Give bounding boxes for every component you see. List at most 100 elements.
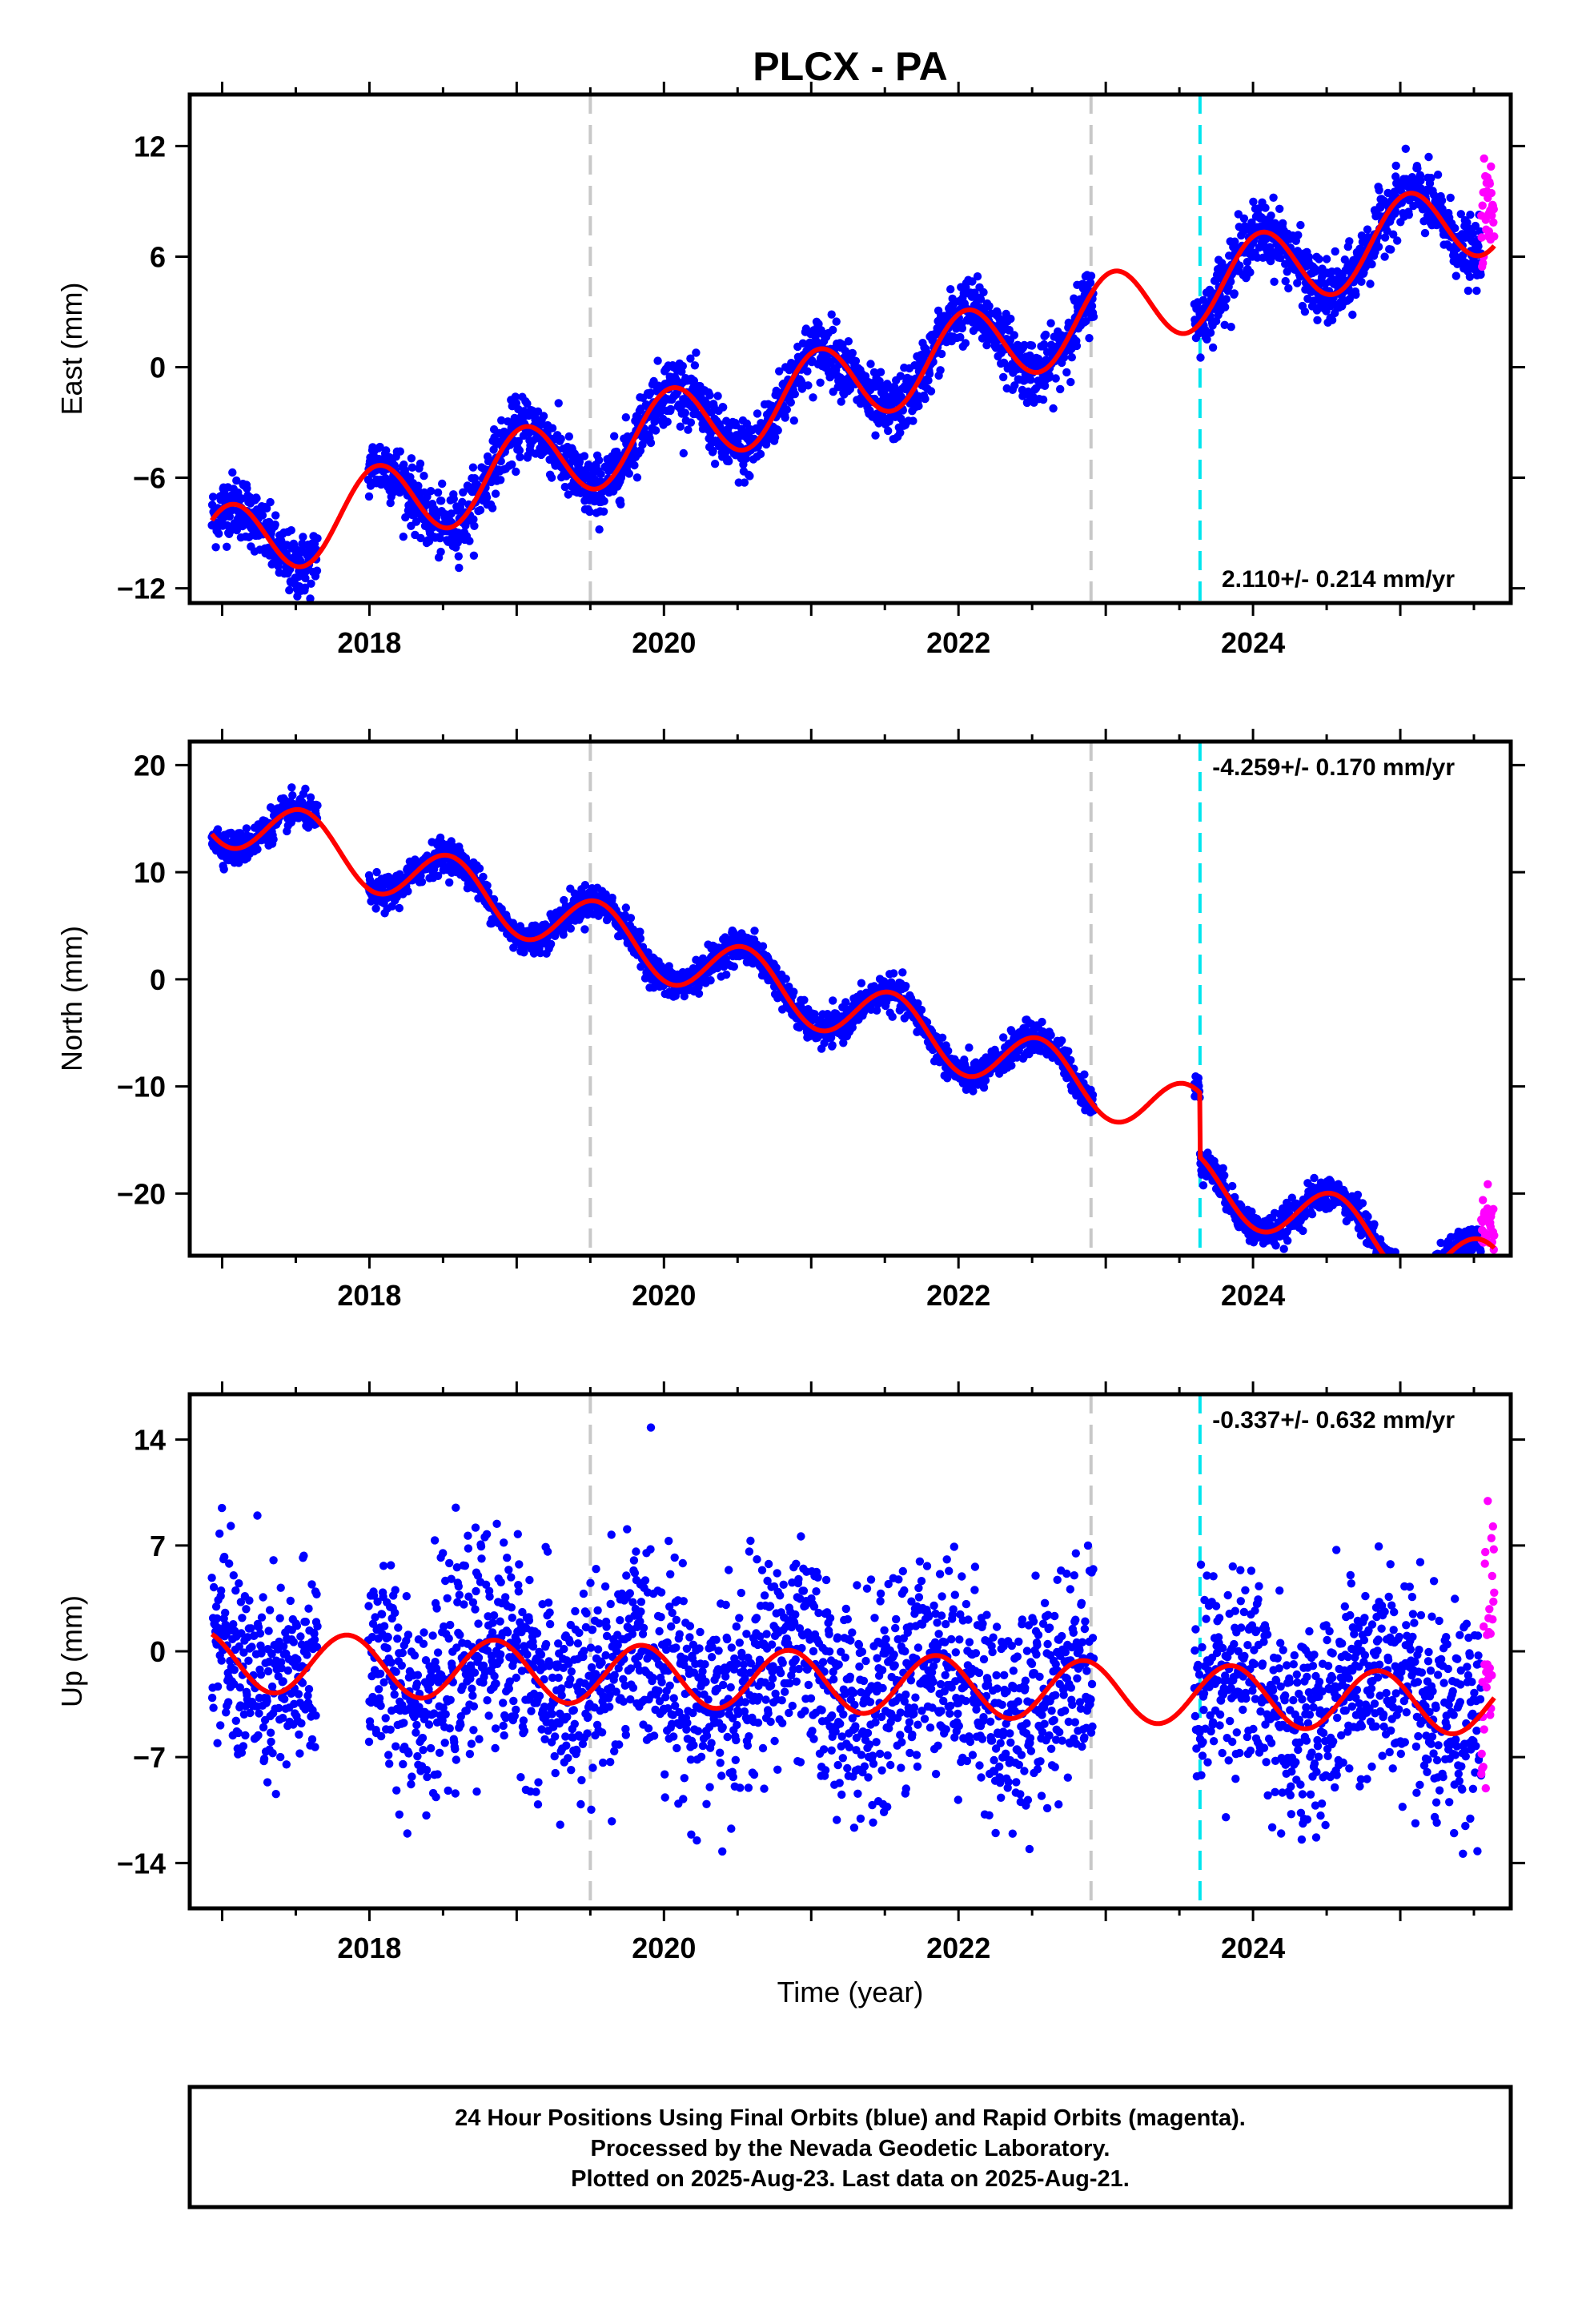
final-orbit-point bbox=[470, 474, 480, 483]
final-orbit-point bbox=[1351, 290, 1360, 300]
final-orbit-point bbox=[1438, 204, 1447, 214]
final-orbit-point bbox=[520, 948, 528, 957]
final-orbit-point bbox=[580, 452, 589, 460]
final-orbit-point bbox=[307, 579, 315, 588]
final-orbit-point bbox=[1315, 255, 1323, 263]
final-orbit-point bbox=[876, 368, 885, 376]
final-orbit-point bbox=[208, 493, 218, 501]
final-orbit-point bbox=[1427, 174, 1435, 183]
final-orbit-point bbox=[566, 924, 575, 933]
rapid-orbit-point bbox=[1478, 201, 1487, 210]
rapid-orbit-point bbox=[1490, 232, 1499, 241]
final-orbit-point bbox=[829, 325, 837, 335]
final-orbit-point bbox=[1010, 331, 1019, 340]
final-orbit-point bbox=[594, 456, 604, 464]
final-orbit-point bbox=[1046, 1031, 1055, 1039]
final-orbit-point bbox=[438, 479, 447, 489]
final-orbit-point bbox=[219, 865, 228, 874]
final-orbit-point bbox=[312, 566, 322, 575]
y-tick-label-east: −6 bbox=[133, 462, 166, 495]
final-orbit-point bbox=[1294, 231, 1303, 239]
final-orbit-point bbox=[1072, 341, 1082, 351]
final-orbit-point bbox=[884, 426, 893, 436]
final-orbit-point bbox=[449, 494, 458, 504]
final-orbit-point bbox=[516, 452, 524, 461]
final-orbit-point bbox=[1331, 247, 1339, 256]
final-orbit-point bbox=[242, 824, 251, 833]
final-orbit-point bbox=[375, 442, 384, 452]
final-orbit-point bbox=[1375, 186, 1383, 195]
final-orbit-point bbox=[306, 594, 315, 603]
final-orbit-point bbox=[632, 473, 642, 482]
final-orbit-point bbox=[287, 526, 295, 535]
final-orbit-point bbox=[773, 426, 782, 435]
final-orbit-point bbox=[1357, 231, 1367, 240]
final-orbit-point bbox=[548, 424, 557, 432]
final-orbit-point bbox=[313, 534, 322, 543]
final-orbit-point bbox=[1006, 314, 1015, 324]
final-orbit-point bbox=[300, 583, 310, 592]
rapid-orbit-point bbox=[1489, 205, 1499, 214]
final-orbit-point bbox=[686, 354, 695, 363]
final-orbit-point bbox=[828, 1041, 837, 1050]
final-orbit-point bbox=[1222, 295, 1231, 304]
final-orbit-point bbox=[1374, 243, 1383, 251]
final-orbit-point bbox=[1208, 343, 1218, 352]
model-curve-east bbox=[210, 191, 1496, 569]
final-orbit-point bbox=[684, 425, 693, 434]
final-orbit-point bbox=[258, 511, 267, 520]
final-orbit-point bbox=[624, 469, 633, 478]
final-orbit-point bbox=[898, 968, 907, 977]
final-orbit-point bbox=[211, 543, 220, 552]
final-orbit-point bbox=[223, 542, 231, 551]
y-tick-label-east: −12 bbox=[117, 573, 166, 605]
final-orbit-point bbox=[1468, 229, 1478, 238]
final-orbit-point bbox=[925, 369, 934, 379]
final-orbit-point bbox=[1464, 286, 1473, 296]
rapid-orbit-point bbox=[1487, 188, 1496, 198]
final-orbit-point bbox=[1424, 152, 1433, 162]
final-orbit-point bbox=[399, 533, 408, 541]
final-orbit-point bbox=[436, 533, 444, 543]
final-orbit-point bbox=[1348, 310, 1357, 320]
final-orbit-point bbox=[416, 459, 425, 468]
final-orbit-point bbox=[1066, 377, 1075, 387]
final-orbit-point bbox=[1041, 330, 1050, 340]
final-orbit-point bbox=[848, 348, 857, 358]
final-orbit-point bbox=[396, 447, 404, 456]
final-orbit-point bbox=[515, 446, 524, 455]
final-orbit-point bbox=[1049, 404, 1058, 413]
final-orbit-point bbox=[1086, 271, 1096, 280]
final-orbit-point bbox=[827, 310, 836, 319]
final-orbit-point bbox=[412, 517, 421, 526]
final-orbit-point bbox=[710, 460, 720, 468]
final-orbit-point bbox=[1366, 279, 1375, 288]
final-orbit-point bbox=[1474, 242, 1483, 251]
final-orbit-point bbox=[554, 399, 563, 408]
final-orbit-point bbox=[243, 484, 251, 493]
final-orbit-point bbox=[775, 367, 784, 376]
final-orbit-point bbox=[782, 405, 791, 414]
final-orbit-point bbox=[750, 927, 759, 935]
final-orbit-point bbox=[979, 287, 988, 297]
final-orbit-point bbox=[539, 412, 548, 420]
final-orbit-point bbox=[804, 381, 813, 390]
final-orbit-point bbox=[266, 497, 275, 507]
final-orbit-point bbox=[1416, 176, 1425, 185]
final-orbit-point bbox=[271, 520, 279, 529]
final-orbit-point bbox=[436, 547, 445, 557]
final-orbit-point bbox=[1027, 341, 1037, 350]
final-orbit-point bbox=[262, 504, 271, 513]
final-orbit-point bbox=[938, 1033, 947, 1043]
final-orbit-point bbox=[287, 783, 296, 792]
final-orbit-point bbox=[1261, 203, 1270, 212]
final-orbit-point bbox=[288, 791, 297, 800]
final-orbit-point bbox=[1322, 255, 1331, 263]
final-orbit-point bbox=[512, 467, 520, 476]
final-orbit-point bbox=[488, 504, 497, 513]
final-orbit-point bbox=[1089, 312, 1098, 321]
final-orbit-point bbox=[814, 320, 823, 328]
final-orbit-point bbox=[1045, 371, 1054, 380]
rapid-orbit-point bbox=[1489, 218, 1498, 227]
final-orbit-point bbox=[646, 438, 656, 448]
